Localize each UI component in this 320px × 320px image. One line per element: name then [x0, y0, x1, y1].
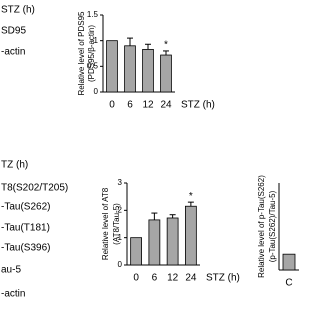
blot-label: -Tau(S396) [1, 243, 50, 254]
y-axis-label: (PDS95/β-actin) [87, 25, 96, 82]
y-axis-label: (p-Tau(S262)/Tau-5) [268, 190, 277, 262]
x-tick-label: 12 [142, 100, 154, 111]
y-tick-label: 0.5 [87, 61, 99, 70]
blot-label: -Tau(S262) [1, 202, 50, 213]
y-axis-label: Relative level of p-Tau(S262) [257, 175, 266, 278]
y-tick-label: 1 [94, 36, 99, 45]
y-tick-label: 1 [118, 233, 123, 242]
blot-label: TZ (h) [1, 160, 28, 171]
x-tick-label: 24 [185, 273, 197, 284]
y-tick-label: 0 [94, 87, 99, 96]
x-axis-label: STZ (h) [206, 273, 240, 284]
blot-label: STZ (h) [1, 5, 35, 16]
blot-label: -actin [1, 289, 25, 300]
x-tick-label: 0 [109, 100, 115, 111]
y-tick-label: 0 [118, 260, 123, 269]
bar [148, 219, 161, 266]
bar [160, 54, 172, 93]
bar [124, 45, 136, 93]
y-axis-label: Relative level of PDS95 [77, 11, 86, 96]
bar [184, 205, 197, 266]
blot-label: au-5 [1, 265, 21, 276]
bar [282, 253, 296, 271]
significance: * [164, 40, 168, 51]
bar [142, 48, 154, 93]
blot-label: SD95 [1, 26, 26, 37]
x-tick-label: 6 [127, 100, 133, 111]
y-axis-label: Relative level of AT8 [101, 187, 110, 260]
x-tick-label: C [285, 278, 292, 289]
significance: * [189, 191, 193, 202]
x-tick-label: 6 [152, 273, 158, 284]
bar [130, 237, 142, 266]
x-tick-label: 0 [133, 273, 139, 284]
blot-label: -Tau(T181) [1, 223, 50, 234]
y-tick-label: 3 [118, 178, 123, 187]
x-axis-label: STZ (h) [181, 100, 215, 111]
x-tick-label: 12 [167, 273, 179, 284]
x-tick-label: 24 [160, 100, 172, 111]
y-tick-label: 1.5 [87, 10, 99, 19]
bar [106, 40, 118, 93]
y-axis-label: (AT8/Tau-5) [112, 203, 121, 245]
y-tick-label: 2 [118, 205, 123, 214]
blot-label: -actin [1, 47, 25, 58]
bar [166, 217, 179, 266]
blot-label: T8(S202/T205) [1, 183, 68, 194]
